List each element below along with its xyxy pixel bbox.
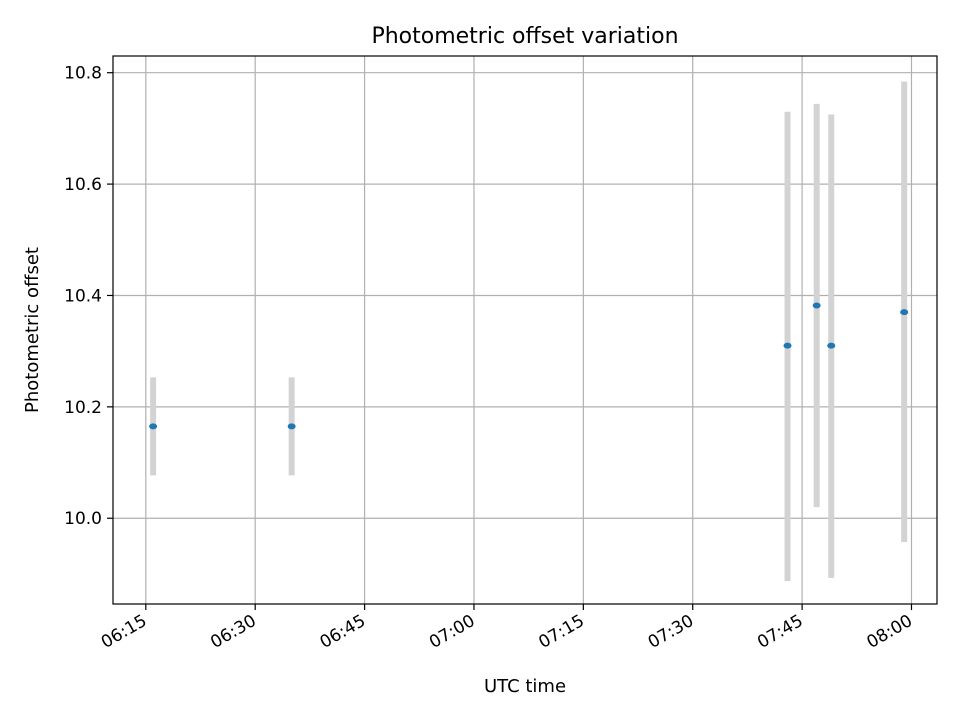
y-tick-label: 10.0: [64, 509, 102, 529]
grid: [113, 56, 937, 604]
data-point: [149, 423, 158, 430]
data-point: [900, 309, 909, 316]
data-points: [149, 302, 909, 430]
y-axis-label: Photometric offset: [22, 247, 43, 413]
y-tick-label: 10.8: [64, 64, 102, 84]
y-axis: 10.0 10.2 10.4 10.6 10.8: [64, 64, 113, 529]
chart-title: Photometric offset variation: [371, 24, 678, 49]
y-tick-label: 10.2: [64, 398, 102, 418]
x-axis-label: UTC time: [484, 676, 566, 697]
data-point: [812, 302, 821, 309]
data-point: [783, 342, 792, 349]
y-tick-label: 10.4: [64, 286, 102, 306]
y-tick-label: 10.6: [64, 175, 102, 195]
data-point: [827, 342, 836, 349]
plot-frame: [112, 55, 938, 605]
data-point: [287, 423, 296, 430]
